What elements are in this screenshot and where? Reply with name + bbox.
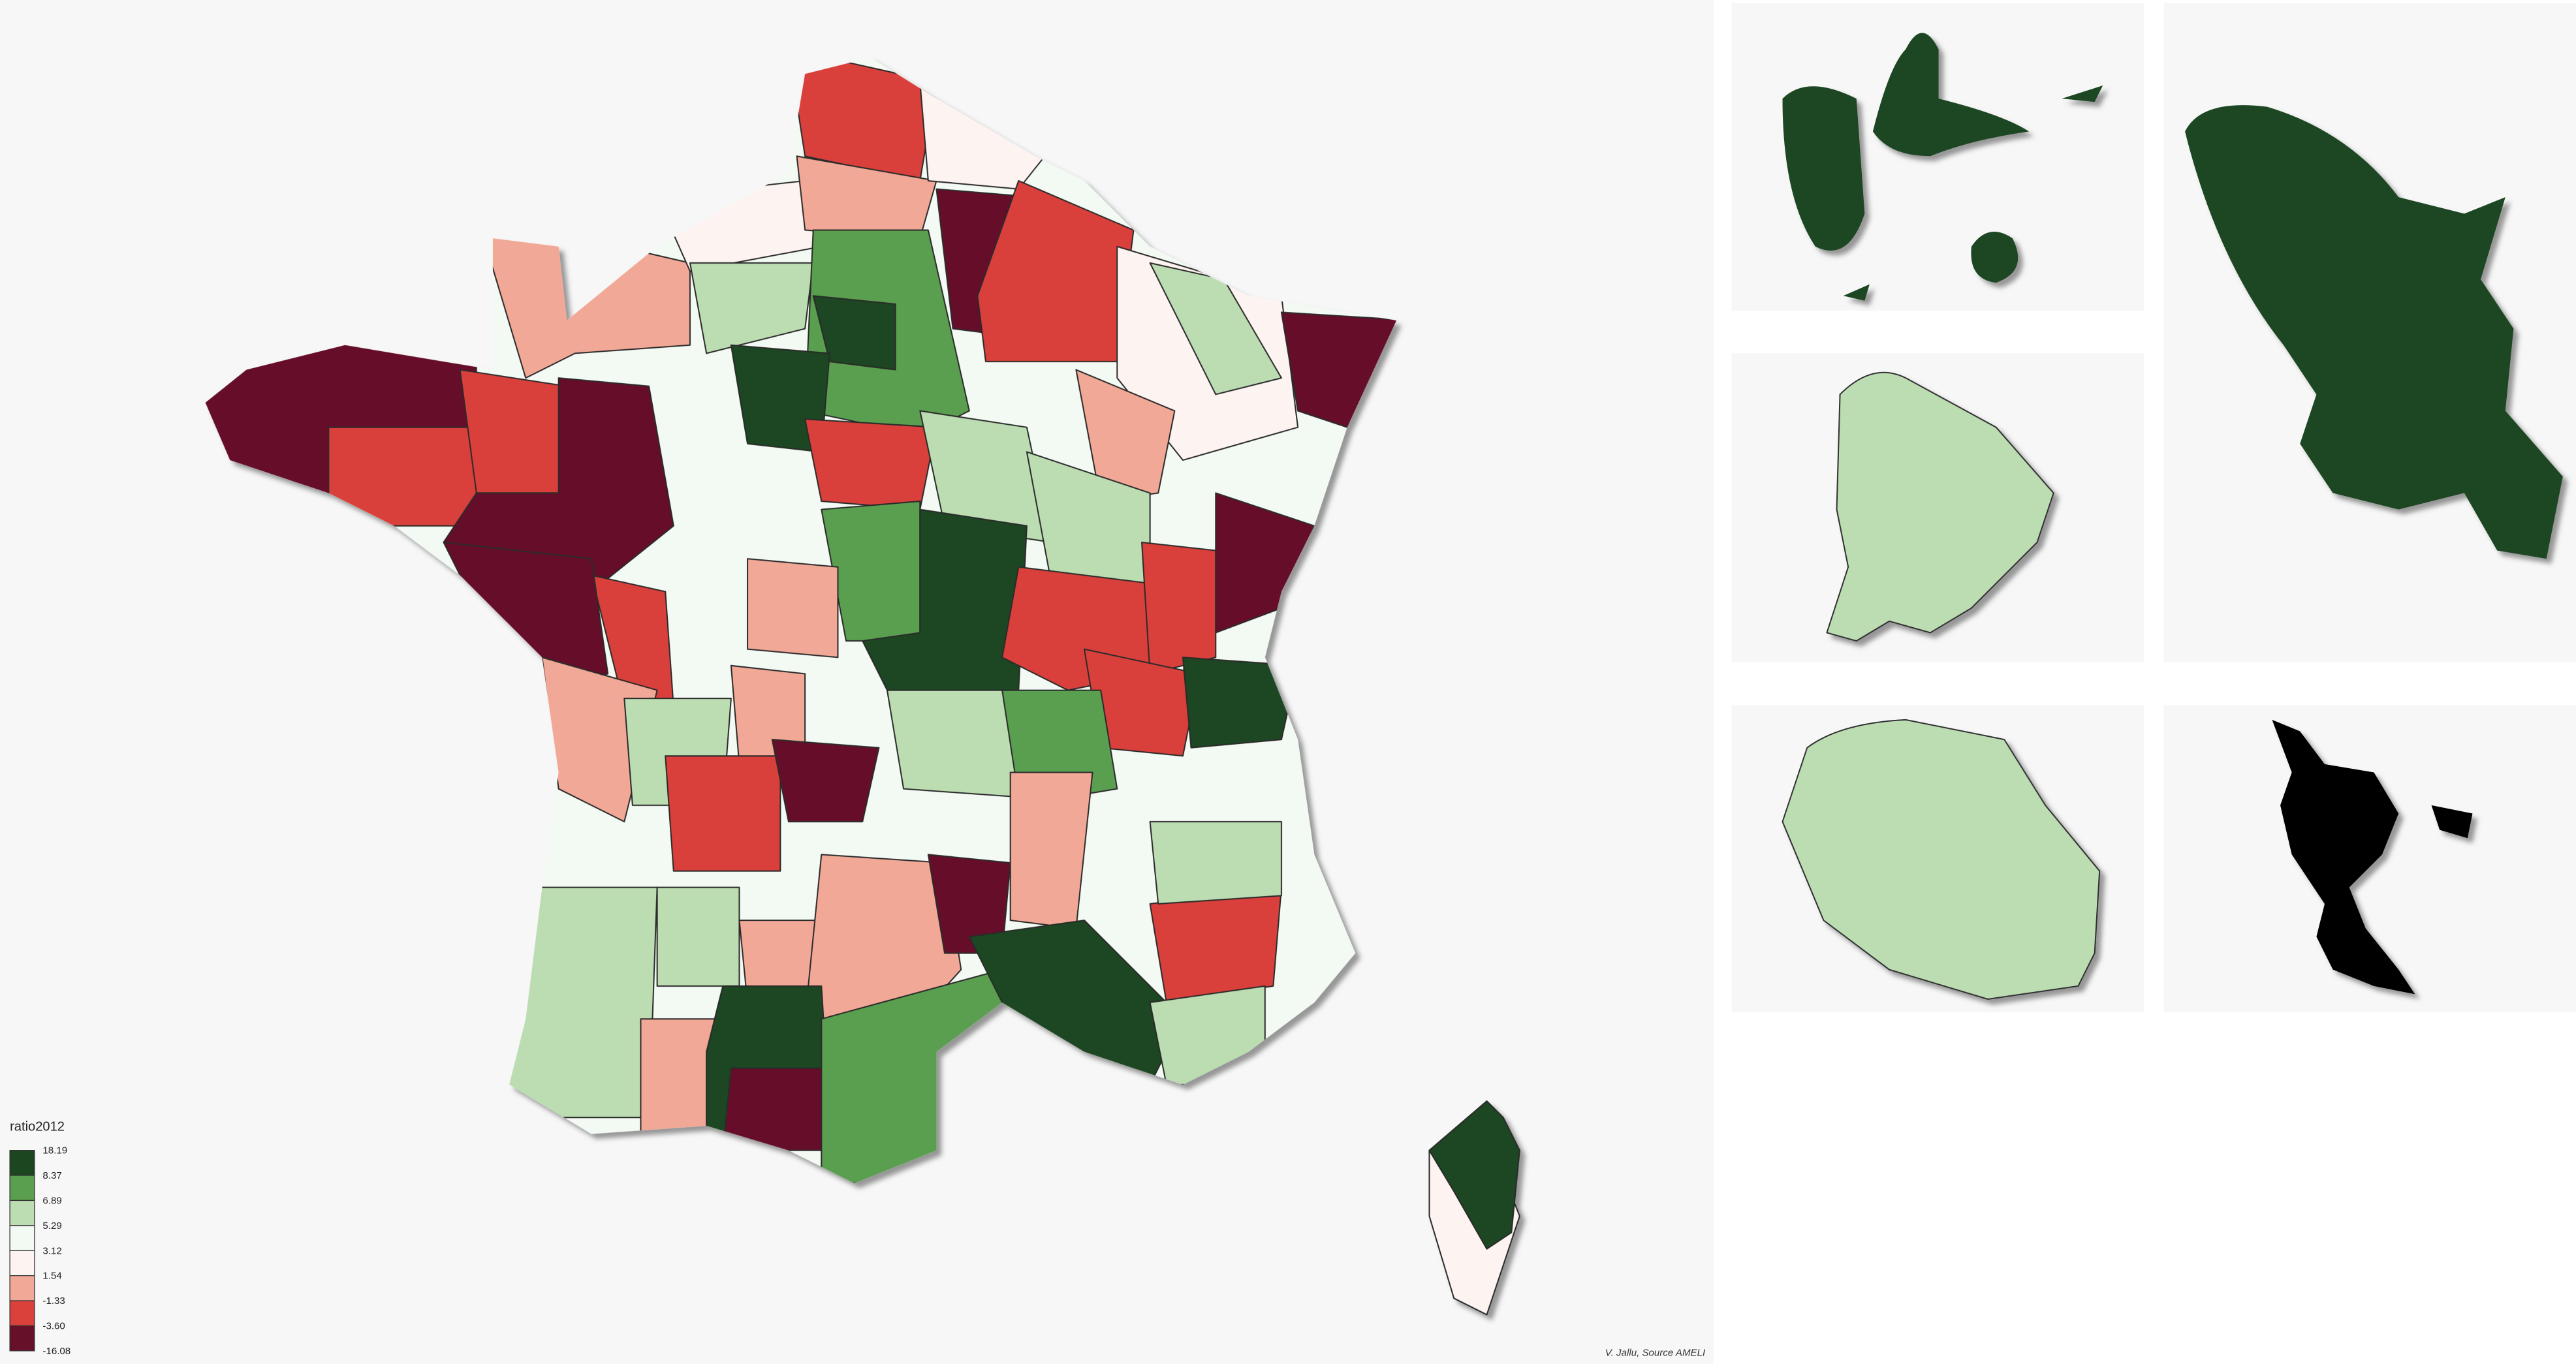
department [1182,657,1299,749]
legend-break-label: 3.12 [42,1245,61,1256]
reunion [1782,719,2101,1000]
legend-break-label: 8.37 [42,1170,61,1181]
corsica [1428,1100,1520,1250]
legend-break-label: -1.33 [42,1295,65,1307]
legend-swatch [9,1150,35,1176]
legend-break-label: 5.29 [42,1220,61,1232]
legend-break-label: -3.60 [42,1320,65,1331]
legend-swatch [9,1175,35,1201]
department [804,418,937,510]
department [1149,886,1282,1004]
legend-break-label: 6.89 [42,1195,61,1206]
department [812,295,896,371]
legend-break-label: 18.19 [42,1145,67,1156]
french-guiana [1826,371,2054,642]
legend-swatch [9,1200,35,1226]
martinique [2185,105,2563,559]
department [771,739,880,823]
legend-swatch [9,1225,35,1251]
department [886,689,1020,798]
legend-break-label: 1.54 [42,1271,61,1282]
department [1280,311,1397,428]
department [656,886,740,987]
legend-swatch [9,1275,35,1301]
legend-swatch [9,1300,35,1327]
legend-title: ratio2012 [10,1119,65,1134]
insets [1782,33,2563,1000]
legend-break-label: -16.08 [42,1346,71,1357]
department [1149,821,1282,905]
credit: V. Jallu, Source AMELI [1605,1347,1706,1358]
mayotte [2272,719,2473,995]
guadeloupe [1782,33,2103,301]
legend: 18.19 8.37 6.89 5.29 3.12 1.54 -1.33 -3.60 -16.0… [9,1145,71,1357]
department [977,179,1135,362]
department [459,369,568,494]
department [689,262,814,354]
department [1075,369,1176,503]
department [1141,541,1217,675]
department [665,755,781,872]
department [747,558,839,659]
legend-swatch [9,1250,35,1277]
department [1149,262,1282,395]
legend-swatch [9,1325,35,1352]
